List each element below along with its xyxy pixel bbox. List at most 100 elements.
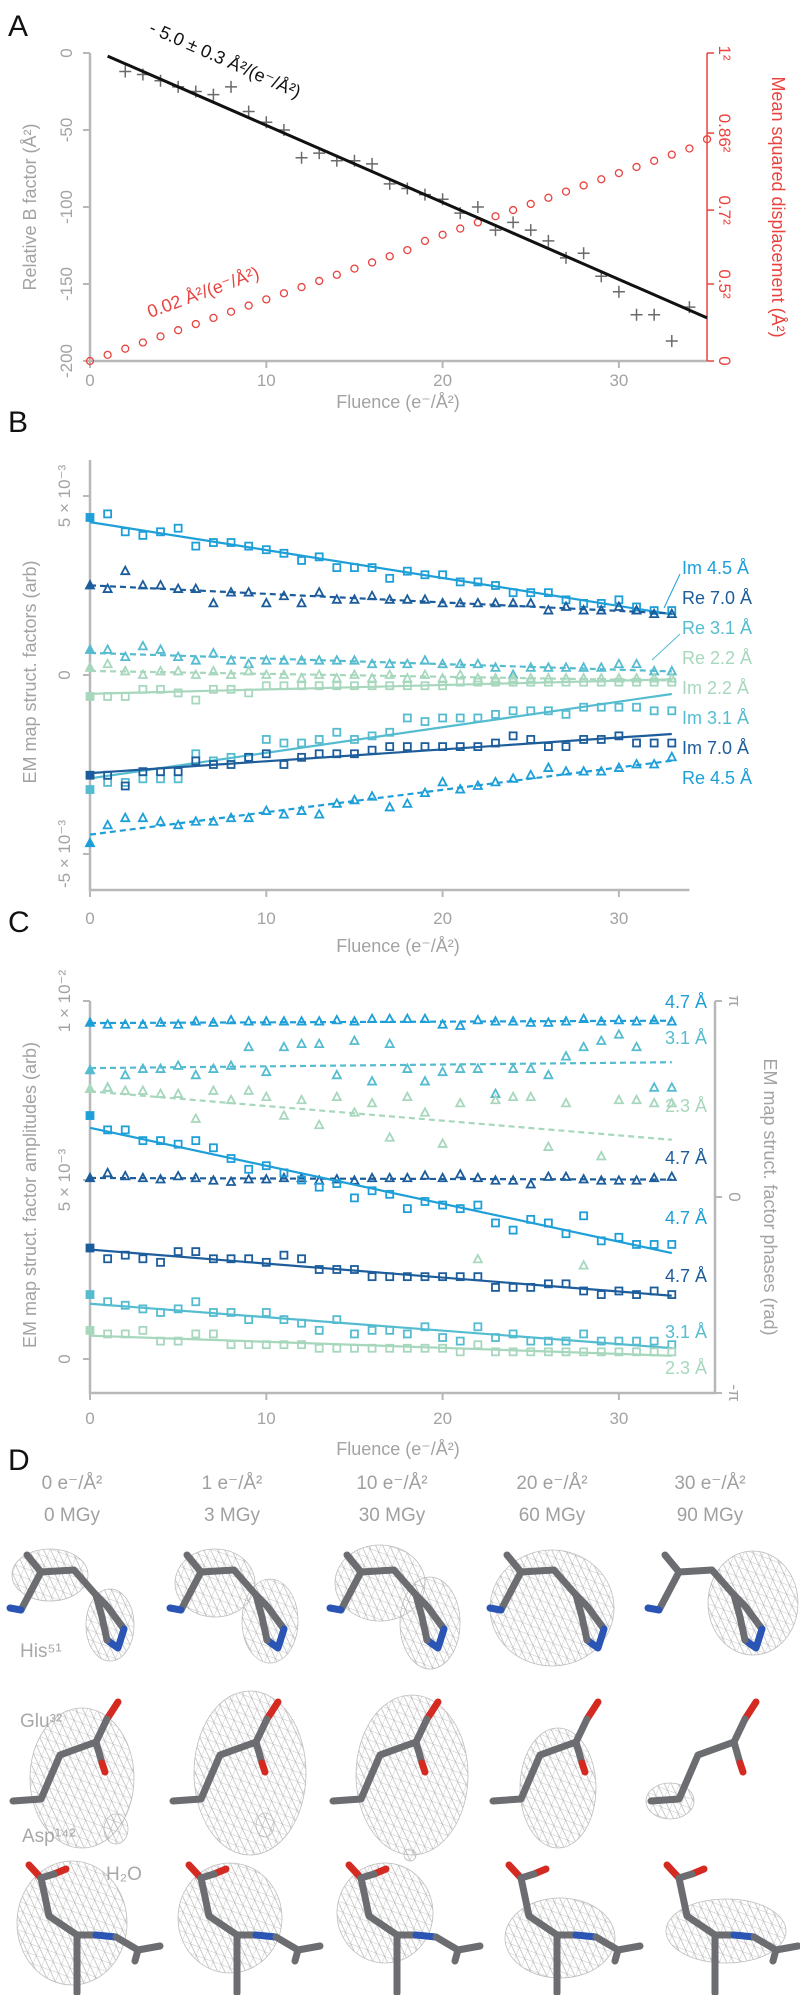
data-point [437, 657, 449, 669]
data-point [243, 586, 255, 597]
data-point [595, 1015, 607, 1026]
data-point [260, 668, 272, 679]
data-point [402, 742, 412, 751]
data-point [155, 815, 167, 826]
msd-point [685, 144, 694, 153]
structure-panel: 10 e⁻/Å² 30 MGy [326, 1473, 484, 1995]
data-point [138, 1325, 148, 1335]
data-point [472, 1171, 484, 1183]
bfactor-point [366, 157, 379, 170]
data-point [155, 579, 167, 590]
panel-d: D 0 e⁻/Å² 0 MGy 1 e⁻/Å² 3 MGy 10 e⁻/Å² 30 MGy… [6, 1444, 800, 1995]
bond [17, 1568, 45, 1614]
msd-point [650, 156, 659, 165]
data-point [244, 1164, 254, 1174]
data-point [454, 657, 466, 669]
data-point [120, 781, 130, 791]
data-point [172, 665, 184, 676]
bond [489, 1715, 591, 1805]
data-point [419, 1012, 431, 1024]
data-point [631, 657, 643, 669]
msd-point [403, 245, 412, 255]
data-point [613, 761, 625, 772]
residue-label-his: His⁵¹ [20, 1641, 62, 1662]
bond [583, 1625, 608, 1652]
data-point [561, 709, 571, 719]
data-point [207, 647, 219, 658]
data-point [667, 706, 677, 716]
data-point [350, 1193, 359, 1203]
data-point [85, 513, 95, 522]
data-point [561, 1347, 571, 1357]
data-point [648, 1096, 660, 1108]
a-y2tick-label: 0.7² [715, 195, 734, 225]
data-point [137, 1171, 149, 1183]
data-point [191, 1136, 201, 1146]
a-fit-annotation: - 5.0 ± 0.3 Å²/(e⁻/Å²) [146, 17, 303, 102]
panel-label-d: D [8, 1444, 30, 1477]
data-point [649, 1347, 659, 1357]
data-point [596, 702, 606, 712]
data-point [119, 1018, 131, 1029]
data-point [84, 1016, 96, 1027]
data-point [526, 1283, 536, 1292]
data-point [613, 600, 625, 611]
data-point [632, 1347, 641, 1357]
data-point [489, 775, 501, 787]
density-mesh [255, 1812, 275, 1838]
data-point [297, 752, 306, 762]
msd-point [667, 150, 676, 159]
bond [9, 1715, 111, 1805]
fit-line [89, 1090, 672, 1141]
bond [329, 1715, 431, 1805]
data-point [384, 801, 396, 812]
data-point [649, 1286, 659, 1296]
data-point [455, 1204, 465, 1214]
data-point [119, 564, 131, 576]
data-point [542, 1170, 554, 1181]
data-point [348, 793, 360, 805]
data-point [103, 1297, 113, 1307]
c-xtick-label: 20 [433, 1409, 452, 1428]
data-point [191, 1247, 201, 1256]
data-point [278, 654, 290, 665]
a-ytick-label: -150 [57, 267, 76, 301]
bond [337, 1568, 365, 1614]
data-point [156, 684, 165, 694]
data-point [473, 1200, 483, 1210]
data-point [225, 654, 237, 665]
data-point [419, 1169, 431, 1180]
data-point [401, 1012, 413, 1024]
data-point [119, 1169, 131, 1181]
msd-point [614, 168, 624, 178]
data-point [367, 1343, 377, 1353]
data-point [137, 668, 149, 679]
data-point [649, 738, 659, 748]
data-point [244, 752, 254, 762]
data-point [350, 1343, 359, 1353]
msd-point [226, 307, 236, 316]
data-point [507, 772, 519, 783]
data-point [543, 1347, 553, 1357]
data-point [454, 1019, 466, 1030]
bond [730, 1591, 749, 1644]
column-dose-label: 60 MGy [519, 1505, 586, 1526]
data-point [103, 1125, 113, 1135]
data-point [578, 1173, 590, 1184]
data-point [631, 604, 643, 615]
data-point [279, 1340, 289, 1350]
msd-point [420, 236, 430, 246]
data-point [85, 770, 95, 780]
data-point [385, 1325, 395, 1335]
data-point [209, 1329, 218, 1339]
data-point [454, 783, 466, 794]
bfactor-fit-line [107, 54, 708, 320]
data-point [172, 1087, 184, 1098]
data-point [525, 596, 537, 608]
data-point [525, 1178, 537, 1189]
density-mesh [103, 1813, 129, 1845]
data-point [332, 749, 342, 759]
data-point [543, 1279, 553, 1289]
data-point [473, 1272, 483, 1282]
a-y2label: Mean squared displacement (Å²) [768, 76, 788, 337]
